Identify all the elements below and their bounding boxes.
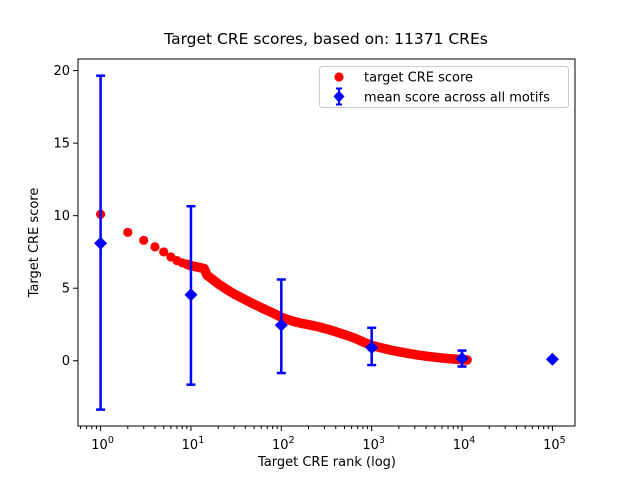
y-tick-label: 5 — [62, 282, 70, 297]
y-tick-label: 10 — [53, 209, 70, 224]
legend-diamond — [333, 90, 345, 103]
data-point-mean — [545, 352, 559, 366]
y-tick-label: 15 — [53, 137, 70, 152]
data-point-mean — [274, 318, 288, 332]
data-point-mean — [455, 352, 469, 366]
mean-score-series — [94, 74, 559, 411]
legend-box — [319, 66, 569, 108]
data-point-mean — [365, 341, 379, 355]
x-axis-label: Target CRE rank (log) — [257, 455, 396, 470]
x-tick-label: 105 — [543, 435, 566, 453]
y-axis-label: Target CRE score — [27, 188, 42, 299]
x-tick-label: 104 — [453, 435, 476, 453]
data-point-target — [139, 235, 149, 245]
legend-mean-marker-icon — [333, 87, 345, 106]
data-point-target — [123, 227, 133, 237]
data-point-mean — [94, 236, 108, 250]
data-point-target — [150, 242, 160, 252]
x-tick-label: 101 — [182, 435, 205, 453]
legend-target-marker-icon — [334, 72, 344, 82]
axis-ticks: 0 5 10 15 20 100 101 102 103 104 105 — [53, 64, 565, 453]
target-score-band — [182, 259, 472, 365]
y-tick-label: 20 — [53, 64, 70, 79]
y-tick-label: 0 — [62, 354, 70, 369]
plot-frame — [77, 58, 576, 427]
legend: target CRE score mean score across all m… — [319, 66, 569, 108]
legend-label-mean: mean score across all motifs — [364, 91, 550, 106]
data-point-target — [159, 247, 169, 257]
x-tick-label: 100 — [91, 435, 114, 453]
x-tick-label: 102 — [272, 435, 295, 453]
data-point-mean — [184, 288, 198, 302]
legend-label-target: target CRE score — [364, 71, 473, 86]
chart-title: Target CRE scores, based on: 11371 CREs — [163, 30, 488, 48]
x-tick-label: 103 — [362, 435, 385, 453]
